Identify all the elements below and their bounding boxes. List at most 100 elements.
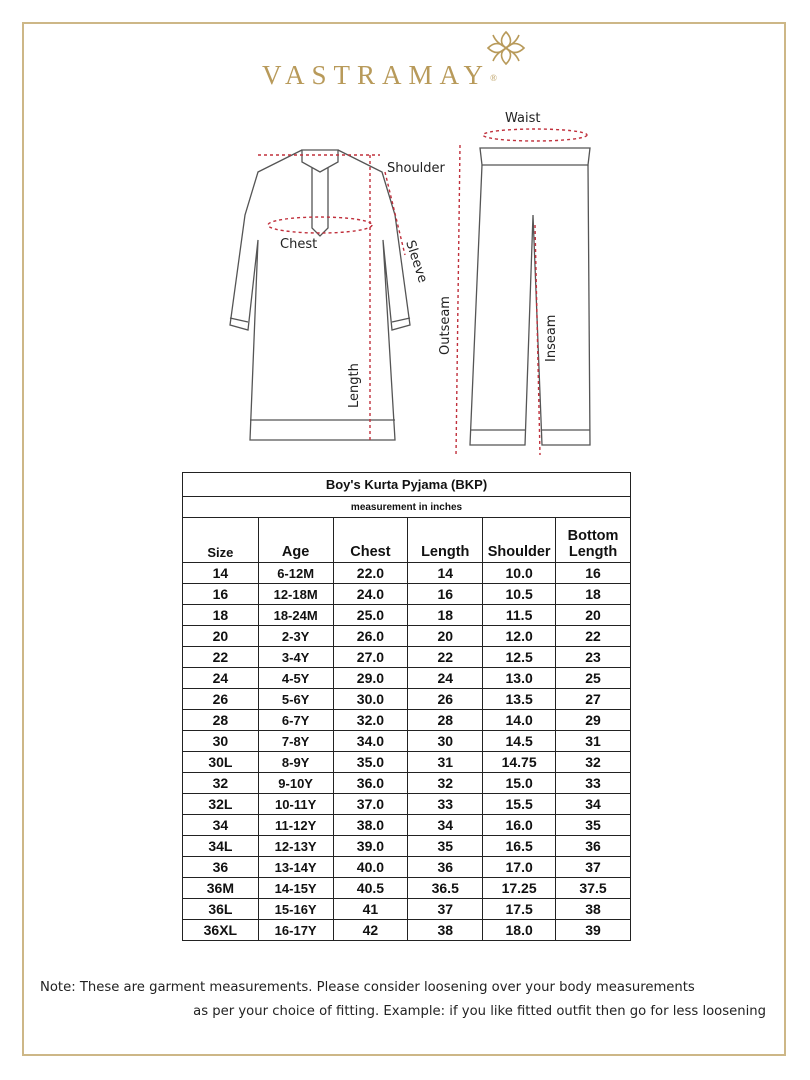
table-row: 14 6-12M 22.0 14 10.0 16 [182, 562, 631, 584]
cell-size: 32 [182, 772, 259, 794]
table-row: 20 2-3Y 26.0 20 12.0 22 [182, 625, 631, 647]
table-row: 32 9-10Y 36.0 32 15.0 33 [182, 772, 631, 794]
table-row: 36 13-14Y 40.0 36 17.0 37 [182, 856, 631, 878]
cell-age: 12-13Y [257, 835, 334, 857]
cell-length: 36.5 [407, 877, 484, 899]
cell-chest: 39.0 [332, 835, 409, 857]
cell-length: 35 [407, 835, 484, 857]
table-row: 36L 15-16Y 41 37 17.5 38 [182, 898, 631, 920]
cell-age: 5-6Y [257, 688, 334, 710]
cell-length: 20 [407, 625, 484, 647]
cell-size: 36XL [182, 919, 259, 941]
cell-chest: 40.5 [332, 877, 409, 899]
cell-bottom-length: 33 [555, 772, 631, 794]
cell-size: 18 [182, 604, 259, 626]
cell-shoulder: 12.5 [482, 646, 557, 668]
cell-age: 12-18M [257, 583, 334, 605]
cell-age: 10-11Y [257, 793, 334, 815]
cell-length: 16 [407, 583, 484, 605]
cell-shoulder: 15.0 [482, 772, 557, 794]
cell-chest: 42 [332, 919, 409, 941]
pyjama-measure-lines [455, 128, 588, 456]
label-chest: Chest [280, 237, 317, 252]
cell-age: 14-15Y [257, 877, 334, 899]
cell-shoulder: 14.5 [482, 730, 557, 752]
cell-bottom-length: 29 [555, 709, 631, 731]
cell-age: 4-5Y [257, 667, 334, 689]
cell-shoulder: 16.5 [482, 835, 557, 857]
cell-bottom-length: 36 [555, 835, 631, 857]
label-waist: Waist [505, 111, 540, 126]
table-row: 24 4-5Y 29.0 24 13.0 25 [182, 667, 631, 689]
registered-mark: ® [490, 72, 497, 83]
cell-chest: 36.0 [332, 772, 409, 794]
cell-chest: 34.0 [332, 730, 409, 752]
cell-size: 34L [182, 835, 259, 857]
cell-shoulder: 17.0 [482, 856, 557, 878]
cell-chest: 27.0 [332, 646, 409, 668]
cell-size: 30 [182, 730, 259, 752]
cell-length: 32 [407, 772, 484, 794]
pyjama-illustration [469, 147, 591, 446]
cell-bottom-length: 32 [555, 751, 631, 773]
cell-bottom-length: 20 [555, 604, 631, 626]
cell-length: 37 [407, 898, 484, 920]
cell-bottom-length: 39 [555, 919, 631, 941]
cell-length: 28 [407, 709, 484, 731]
header-length: Length [407, 517, 484, 563]
cell-chest: 26.0 [332, 625, 409, 647]
cell-shoulder: 18.0 [482, 919, 557, 941]
cell-size: 28 [182, 709, 259, 731]
table-row: 32L 10-11Y 37.0 33 15.5 34 [182, 793, 631, 815]
table-row: 16 12-18M 24.0 16 10.5 18 [182, 583, 631, 605]
cell-chest: 32.0 [332, 709, 409, 731]
kurta-measure-lines [258, 154, 406, 440]
cell-age: 6-12M [257, 562, 334, 584]
cell-shoulder: 14.75 [482, 751, 557, 773]
cell-age: 16-17Y [257, 919, 334, 941]
cell-chest: 37.0 [332, 793, 409, 815]
cell-bottom-length: 37 [555, 856, 631, 878]
cell-bottom-length: 27 [555, 688, 631, 710]
table-row: 36M 14-15Y 40.5 36.5 17.25 37.5 [182, 877, 631, 899]
cell-length: 33 [407, 793, 484, 815]
cell-size: 22 [182, 646, 259, 668]
cell-shoulder: 10.5 [482, 583, 557, 605]
cell-bottom-length: 25 [555, 667, 631, 689]
cell-chest: 30.0 [332, 688, 409, 710]
cell-size: 36 [182, 856, 259, 878]
label-shoulder: Shoulder [387, 161, 446, 176]
cell-shoulder: 11.5 [482, 604, 557, 626]
cell-length: 26 [407, 688, 484, 710]
cell-shoulder: 13.0 [482, 667, 557, 689]
cell-length: 31 [407, 751, 484, 773]
kurta-illustration [229, 149, 411, 441]
cell-chest: 22.0 [332, 562, 409, 584]
brand-flower-logo [486, 30, 526, 66]
cell-age: 11-12Y [257, 814, 334, 836]
table-row: 34 11-12Y 38.0 34 16.0 35 [182, 814, 631, 836]
cell-length: 18 [407, 604, 484, 626]
cell-chest: 40.0 [332, 856, 409, 878]
cell-chest: 24.0 [332, 583, 409, 605]
cell-chest: 25.0 [332, 604, 409, 626]
cell-bottom-length: 31 [555, 730, 631, 752]
table-header-row: Size Age Chest Length Shoulder Bottom Le… [182, 517, 631, 563]
header-bottom-length: Bottom Length [555, 517, 631, 563]
cell-size: 36L [182, 898, 259, 920]
cell-bottom-length: 34 [555, 793, 631, 815]
table-row: 36XL 16-17Y 42 38 18.0 39 [182, 919, 631, 941]
cell-length: 24 [407, 667, 484, 689]
table-row: 26 5-6Y 30.0 26 13.5 27 [182, 688, 631, 710]
header-shoulder: Shoulder [482, 517, 557, 563]
cell-age: 18-24M [257, 604, 334, 626]
label-outseam: Outseam [438, 296, 453, 355]
table-row: 28 6-7Y 32.0 28 14.0 29 [182, 709, 631, 731]
cell-age: 13-14Y [257, 856, 334, 878]
cell-chest: 38.0 [332, 814, 409, 836]
cell-age: 7-8Y [257, 730, 334, 752]
cell-age: 15-16Y [257, 898, 334, 920]
cell-shoulder: 17.25 [482, 877, 557, 899]
garment-diagram: Shoulder Chest Sleeve Length Waist Outse… [229, 111, 591, 456]
cell-chest: 29.0 [332, 667, 409, 689]
